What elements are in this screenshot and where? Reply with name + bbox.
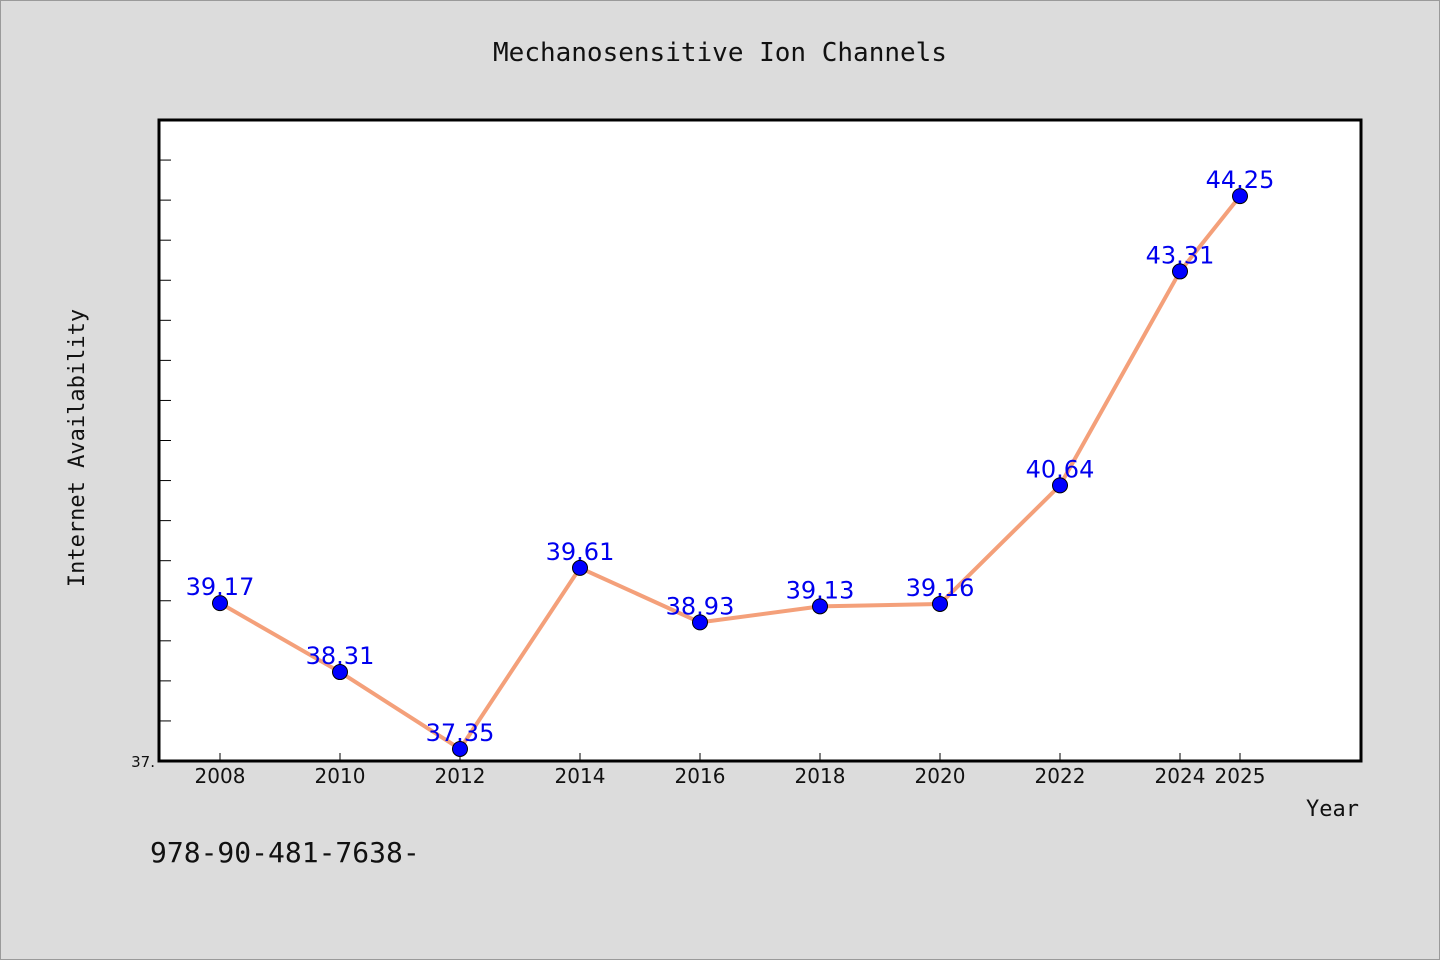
data-point [332, 664, 348, 681]
x-tick-label: 2022 [1035, 764, 1086, 788]
data-label: 39.16 [906, 574, 975, 602]
x-tick-label: 2010 [315, 764, 366, 788]
x-tick-label: 2024 [1155, 764, 1206, 788]
x-tick-label: 2014 [555, 764, 606, 788]
x-tick-label: 2016 [675, 764, 726, 788]
data-label: 38.31 [306, 642, 375, 670]
data-point [212, 595, 228, 612]
data-label: 39.13 [786, 576, 855, 604]
y-axis-ticks: 37. [131, 159, 171, 771]
x-tick-label: 2025 [1215, 764, 1266, 788]
data-point [812, 598, 828, 615]
x-axis-ticks: 2008 2010 2012 2014 2016 2018 2020 2022 2024 2025 [195, 753, 1266, 788]
data-point [572, 559, 588, 576]
y-axis-label: Internet Availability [65, 309, 90, 587]
x-tick-label: 2008 [195, 764, 246, 788]
data-point [1232, 188, 1248, 205]
data-label: 39.61 [546, 538, 615, 566]
x-tick-label: 2018 [795, 764, 846, 788]
data-label: 43.31 [1146, 241, 1215, 269]
series-layer: 39.17 38.31 37.35 39.61 38.93 39.13 39.16 40.64… [186, 166, 1275, 757]
series-line [218, 194, 1242, 751]
data-label: 40.64 [1026, 455, 1095, 483]
x-axis-label: Year [1306, 797, 1359, 822]
x-tick-label: 2012 [435, 764, 486, 788]
y-tick-label: 37. [131, 753, 155, 771]
chart-title: Mechanosensitive Ion Channels [493, 38, 947, 68]
x-tick-label: 2020 [915, 764, 966, 788]
plot-area [157, 118, 1363, 763]
footer-isbn-text: 978-90-481-7638- [150, 836, 420, 869]
data-label: 38.93 [666, 592, 735, 620]
data-point [1052, 477, 1068, 494]
data-point [452, 740, 468, 757]
data-point [932, 595, 948, 612]
data-label: 39.17 [186, 573, 255, 601]
data-label: 37.35 [426, 719, 495, 747]
data-label: 44.25 [1206, 166, 1275, 194]
data-point [1172, 263, 1188, 280]
data-point [692, 614, 708, 631]
